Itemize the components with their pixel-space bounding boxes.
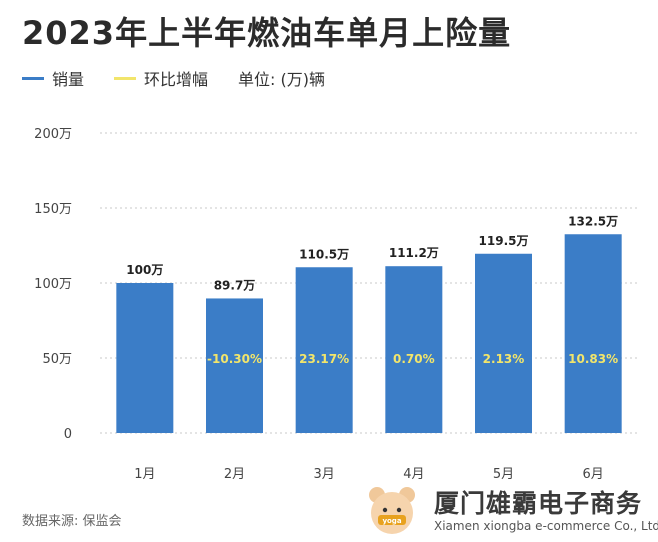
legend-item-sales: 销量 <box>22 66 84 90</box>
bar <box>564 234 622 433</box>
unit-label: 单位: (万)辆 <box>238 70 325 89</box>
legend-label-growth: 环比增幅 <box>144 70 209 89</box>
y-tick-label: 100万 <box>34 277 72 292</box>
y-tick-label: 0 <box>64 427 72 442</box>
legend-label-sales: 销量 <box>52 70 85 89</box>
y-tick-label: 150万 <box>34 202 72 217</box>
bar-value-label: 100万 <box>126 263 163 277</box>
x-tick-label: 6月 <box>583 467 604 482</box>
bar-value-label: 110.5万 <box>299 247 349 261</box>
bar <box>385 266 443 433</box>
growth-rate-label: -10.30% <box>207 352 262 366</box>
chart-title: 2023年上半年燃油车单月上险量 <box>22 14 512 52</box>
legend-unit: 单位: (万)辆 <box>238 66 325 90</box>
x-tick-label: 3月 <box>314 467 335 482</box>
bar-chart: 0 50万 100万 150万 200万 100万 1月 89.7万 -10.30% 2月 110.… <box>34 127 638 482</box>
x-tick-label: 1月 <box>134 467 155 482</box>
x-tick-label: 5月 <box>493 467 514 482</box>
bar <box>295 267 353 433</box>
growth-rate-label: 2.13% <box>483 352 525 366</box>
x-tick-label: 2月 <box>224 467 245 482</box>
x-tick-label: 4月 <box>403 467 424 482</box>
bar-value-label: 111.2万 <box>389 246 439 260</box>
y-tick-label: 50万 <box>42 352 72 367</box>
bar <box>475 253 532 433</box>
watermark: yoga 厦门雄霸电子商务 Xiamen xiongba e-commerce … <box>362 478 658 542</box>
legend-swatch-growth <box>114 76 137 80</box>
bar-value-label: 132.5万 <box>568 214 618 228</box>
legend-swatch-sales <box>22 76 44 80</box>
growth-rate-label: 10.83% <box>568 352 618 366</box>
y-tick-label: 200万 <box>34 127 72 142</box>
growth-rate-label: 0.70% <box>393 352 435 366</box>
svg-text:yoga: yoga <box>382 517 401 525</box>
watermark-company-english: Xiamen xiongba e-commerce Co., Ltd <box>434 519 658 533</box>
mascot-logo-icon: yoga <box>369 487 415 534</box>
bar <box>206 298 263 433</box>
bar-value-label: 119.5万 <box>479 234 529 248</box>
data-source: 数据来源: 保监会 <box>22 514 122 529</box>
growth-rate-label: 23.17% <box>299 352 349 366</box>
watermark-company-name: 厦门雄霸电子商务 <box>434 489 643 518</box>
bar <box>116 283 174 433</box>
legend-item-growth: 环比增幅 <box>114 66 208 90</box>
bar-value-label: 89.7万 <box>214 278 256 292</box>
legend: 销量 环比增幅 单位: (万)辆 <box>22 66 355 90</box>
